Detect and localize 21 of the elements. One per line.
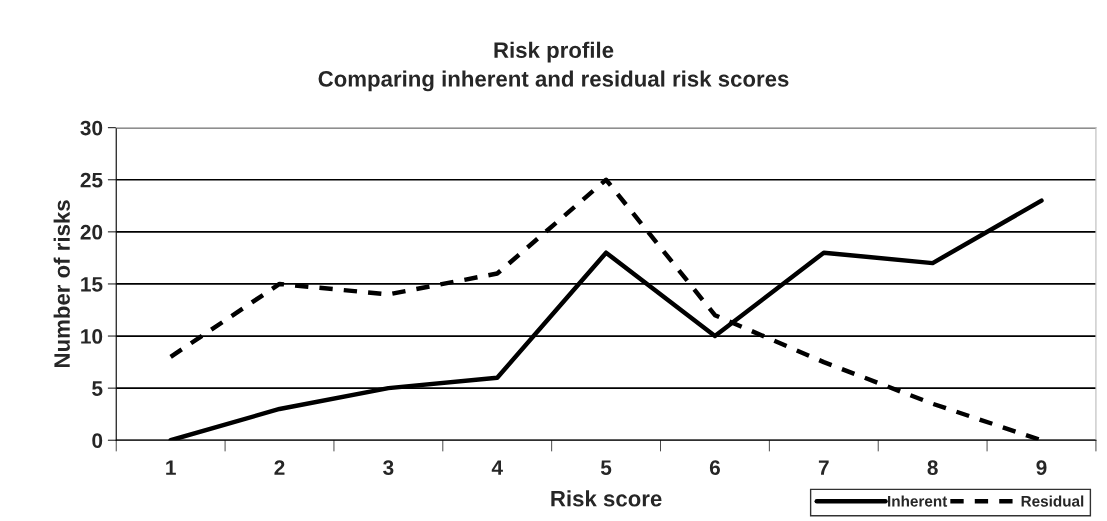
x-tick-label: 5 [600,460,612,475]
y-tick-label: 10 [81,329,103,344]
x-tick-label: 6 [709,460,720,475]
y-tick-label: 5 [92,381,103,396]
y-tick-label: 30 [80,120,103,136]
x-tick-label: 2 [274,460,285,475]
x-tick-label: 4 [491,460,503,475]
y-tick-label: 0 [92,433,103,448]
legend-label: Inherent [888,495,948,507]
y-tick-label: 25 [80,172,103,188]
chart-title: Risk profile Comparing inherent and residual risk scores [318,41,789,92]
y-axis-title: Number of risks [53,200,70,368]
x-tick-label: 3 [383,460,394,476]
x-tick-label: 9 [1036,460,1047,475]
x-tick-label: 7 [818,460,829,475]
y-tick-label: 20 [80,224,103,240]
x-tick-label: 8 [927,460,938,475]
legend-label: Residual [1021,495,1084,507]
y-tick-label: 15 [81,277,103,292]
x-axis-title: Risk score [551,490,662,507]
x-tick-label: 1 [166,460,176,475]
